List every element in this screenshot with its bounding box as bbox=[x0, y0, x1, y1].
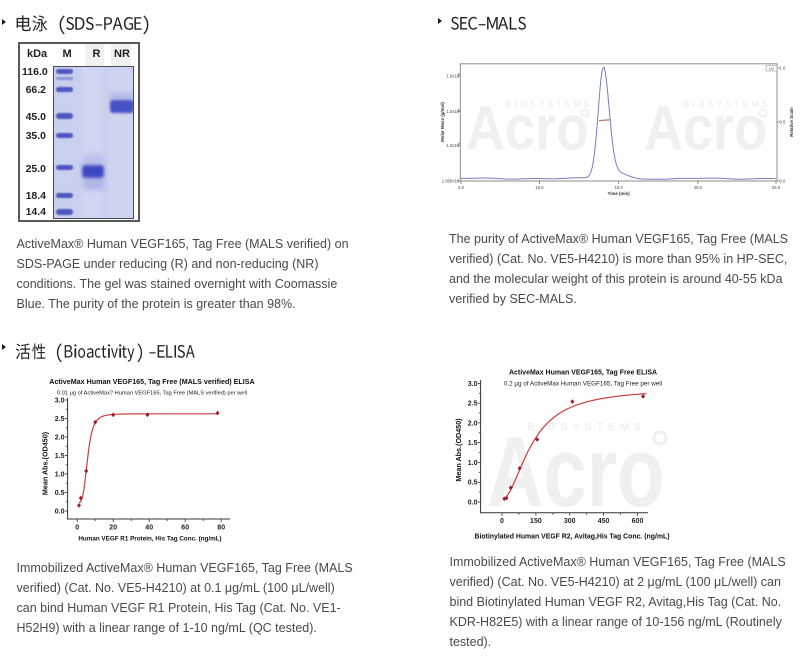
svg-text:BIOSYSTEMS: BIOSYSTEMS bbox=[683, 99, 771, 109]
svg-text:Acro: Acro bbox=[644, 94, 767, 164]
svg-text:40: 40 bbox=[145, 524, 153, 531]
svg-text:Mean Abs.(OD450): Mean Abs.(OD450) bbox=[454, 418, 463, 482]
svg-text:150: 150 bbox=[530, 518, 542, 525]
svg-text:2.0: 2.0 bbox=[468, 420, 478, 427]
svg-text:4: 4 bbox=[458, 142, 460, 146]
svg-text:2.5: 2.5 bbox=[468, 401, 478, 408]
svg-text:80: 80 bbox=[217, 524, 225, 531]
svg-text:15.0: 15.0 bbox=[615, 185, 624, 190]
svg-text:1.5: 1.5 bbox=[55, 453, 65, 460]
svg-text:3.0: 3.0 bbox=[55, 397, 65, 404]
svg-text:1.0: 1.0 bbox=[780, 66, 786, 71]
svg-text:2.0: 2.0 bbox=[55, 434, 65, 441]
svg-text:5: 5 bbox=[458, 107, 460, 111]
svg-text:0: 0 bbox=[75, 524, 79, 531]
svg-text:Acro: Acro bbox=[466, 94, 589, 164]
svg-text:20.0: 20.0 bbox=[694, 185, 703, 190]
svg-text:0.01 μg of ActiveMax? Human VE: 0.01 μg of ActiveMax? Human VEGF165, Tag… bbox=[57, 390, 247, 396]
svg-text:Relative Scale: Relative Scale bbox=[789, 107, 794, 137]
svg-text:UV: UV bbox=[769, 67, 775, 71]
svg-text:0.5: 0.5 bbox=[780, 120, 786, 125]
svg-text:Human VEGF R1 Protein, His Tag: Human VEGF R1 Protein, His Tag Conc. (ng… bbox=[78, 535, 221, 542]
svg-text:Mean Abs.(OD450): Mean Abs.(OD450) bbox=[41, 431, 50, 495]
svg-text:0.0: 0.0 bbox=[55, 508, 65, 515]
svg-text:1.0: 1.0 bbox=[55, 471, 65, 478]
svg-text:0.5: 0.5 bbox=[55, 490, 65, 497]
svg-text:600: 600 bbox=[632, 518, 644, 525]
svg-text:300: 300 bbox=[564, 518, 576, 525]
svg-text:20: 20 bbox=[109, 524, 117, 531]
svg-text:1.5: 1.5 bbox=[468, 440, 478, 447]
svg-text:1.000x10: 1.000x10 bbox=[442, 178, 460, 183]
svg-text:Time (min): Time (min) bbox=[608, 191, 631, 196]
svg-text:10.0: 10.0 bbox=[535, 185, 544, 190]
svg-text:60: 60 bbox=[181, 524, 189, 531]
svg-text:3.0: 3.0 bbox=[468, 381, 478, 388]
svg-text:1.0x10: 1.0x10 bbox=[446, 74, 459, 79]
svg-text:0.5: 0.5 bbox=[468, 480, 478, 487]
svg-text:ActiveMax Human VEGF165, Tag: ActiveMax Human VEGF165, Tag Free (MALS … bbox=[49, 378, 254, 386]
svg-text:Molar Mass (g/mol): Molar Mass (g/mol) bbox=[440, 102, 445, 142]
svg-text:25.0: 25.0 bbox=[772, 185, 781, 190]
svg-text:6: 6 bbox=[458, 72, 460, 76]
svg-text:0: 0 bbox=[500, 518, 504, 525]
svg-text:0.0: 0.0 bbox=[780, 179, 786, 184]
svg-text:Biotinylated Human VEGF R2, Av: Biotinylated Human VEGF R2, Avitag,His T… bbox=[475, 534, 670, 541]
svg-text:BIOSYSTEMS: BIOSYSTEMS bbox=[527, 421, 646, 433]
svg-text:1.0x10: 1.0x10 bbox=[446, 109, 459, 114]
svg-text:450: 450 bbox=[598, 518, 610, 525]
svg-text:1.0x10: 1.0x10 bbox=[446, 143, 459, 148]
svg-text:2.5: 2.5 bbox=[55, 416, 65, 423]
svg-text:5.0: 5.0 bbox=[458, 185, 464, 190]
svg-text:BIOSYSTEMS: BIOSYSTEMS bbox=[505, 99, 593, 109]
svg-text:Acro: Acro bbox=[487, 416, 665, 527]
svg-text:1.0: 1.0 bbox=[468, 460, 478, 467]
svg-text:0.2 μg of ActiveMax Human VEGF: 0.2 μg of ActiveMax Human VEGF165, Tag F… bbox=[504, 380, 662, 387]
svg-text:0.0: 0.0 bbox=[468, 499, 478, 506]
svg-text:ActiveMax Human VEGF165, Tag F: ActiveMax Human VEGF165, Tag Free ELISA bbox=[509, 369, 657, 376]
